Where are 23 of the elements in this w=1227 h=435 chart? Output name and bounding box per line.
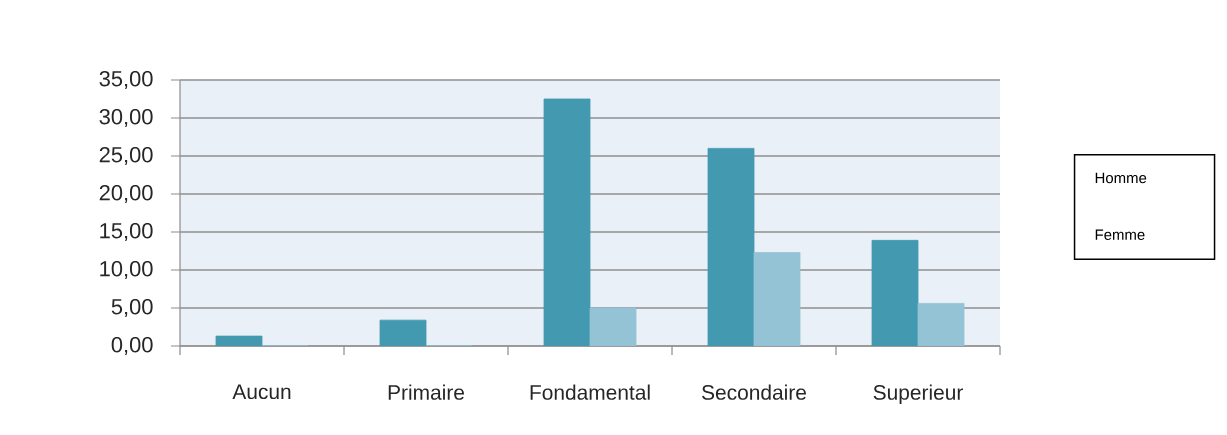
y-tick-label: 0,00 <box>111 336 153 356</box>
y-tick-label: 35,00 <box>99 70 153 90</box>
y-tick-label: 30,00 <box>99 108 153 128</box>
y-tick-label: 20,00 <box>99 184 153 204</box>
bar <box>753 252 801 346</box>
y-tick-label: 5,00 <box>111 298 153 318</box>
y-tick-label: 15,00 <box>100 222 153 242</box>
bar <box>707 147 755 346</box>
x-tick-label: Aucun <box>232 384 291 400</box>
x-tick-label: Secondaire <box>702 384 806 400</box>
x-tick-label: Superieur <box>873 384 963 405</box>
x-tick-label: Primaire <box>388 384 465 400</box>
text: Homme <box>1095 172 1147 184</box>
bar <box>917 303 965 346</box>
y-tick-label: 10,00 <box>100 260 153 280</box>
bar <box>871 239 919 346</box>
x-tick-label: Fondamental <box>530 384 650 400</box>
bar <box>589 307 637 346</box>
text: Femme <box>1095 229 1145 240</box>
bar <box>543 98 591 346</box>
bar <box>379 319 427 346</box>
bar <box>215 335 263 346</box>
y-tick-label: 25,00 <box>99 146 153 166</box>
